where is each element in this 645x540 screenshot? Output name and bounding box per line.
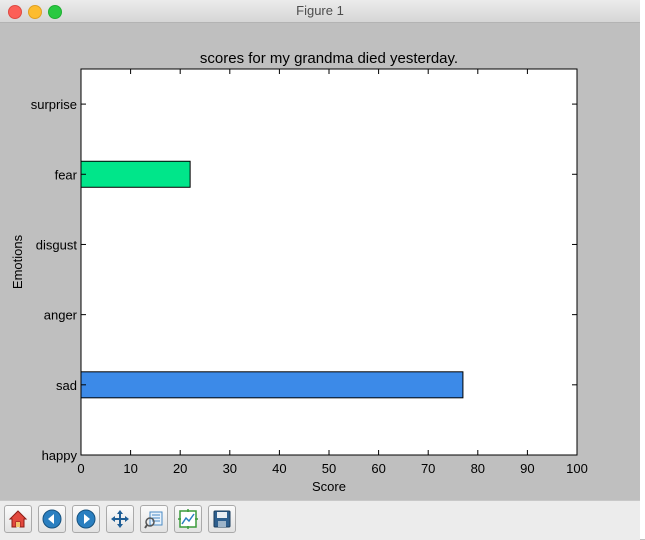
move-icon: [111, 510, 129, 528]
y-tick-label-sad: sad: [56, 378, 77, 393]
y-tick-label-surprise: surprise: [31, 97, 77, 112]
home-icon: [8, 510, 28, 528]
window-title: Figure 1: [296, 3, 344, 18]
bar-chart: 0 10 20 30 40 50 60 70 80 90 100 happy sad anger disgu…: [10, 50, 588, 494]
x-tick-label: 30: [223, 461, 237, 476]
forward-arrow-icon: [76, 509, 96, 529]
minimize-window-button[interactable]: [28, 5, 42, 19]
back-arrow-icon: [42, 509, 62, 529]
x-tick-label: 70: [421, 461, 435, 476]
x-tick-label: 100: [566, 461, 588, 476]
back-button[interactable]: [38, 505, 66, 533]
subplots-button[interactable]: [174, 505, 202, 533]
y-tick-label-happy: happy: [42, 448, 78, 463]
y-tick-label-fear: fear: [55, 167, 78, 182]
bar-fear: [80, 160, 191, 188]
zoom-button[interactable]: [140, 505, 168, 533]
home-button[interactable]: [4, 505, 32, 533]
bar-sad: [80, 371, 464, 399]
save-button[interactable]: [208, 505, 236, 533]
x-tick-label: 20: [173, 461, 187, 476]
y-tick-label-anger: anger: [44, 308, 78, 323]
x-tick-label: 50: [322, 461, 336, 476]
x-tick-label: 40: [272, 461, 286, 476]
x-tick-label: 10: [123, 461, 137, 476]
x-tick-label: 90: [520, 461, 534, 476]
background-window-edge: [640, 0, 645, 539]
navigation-toolbar: [0, 500, 640, 540]
save-icon: [213, 510, 231, 528]
forward-button[interactable]: [72, 505, 100, 533]
x-tick-label: 80: [471, 461, 485, 476]
y-tick-label-disgust: disgust: [36, 237, 78, 252]
x-tick-label: 60: [371, 461, 385, 476]
maximize-window-button[interactable]: [48, 5, 62, 19]
y-axis-label: Emotions: [10, 234, 25, 289]
pan-button[interactable]: [106, 505, 134, 533]
subplots-icon: [178, 509, 198, 529]
figure-canvas[interactable]: 0 10 20 30 40 50 60 70 80 90 100 happy sad anger disgu…: [0, 23, 640, 500]
x-tick-label: 0: [77, 461, 84, 476]
zoom-rect-icon: [144, 511, 163, 529]
close-window-button[interactable]: [8, 5, 22, 19]
x-axis-label: Score: [312, 479, 346, 494]
chart-title: scores for my grandma died yesterday.: [200, 50, 458, 67]
title-bar[interactable]: Figure 1: [0, 0, 640, 23]
